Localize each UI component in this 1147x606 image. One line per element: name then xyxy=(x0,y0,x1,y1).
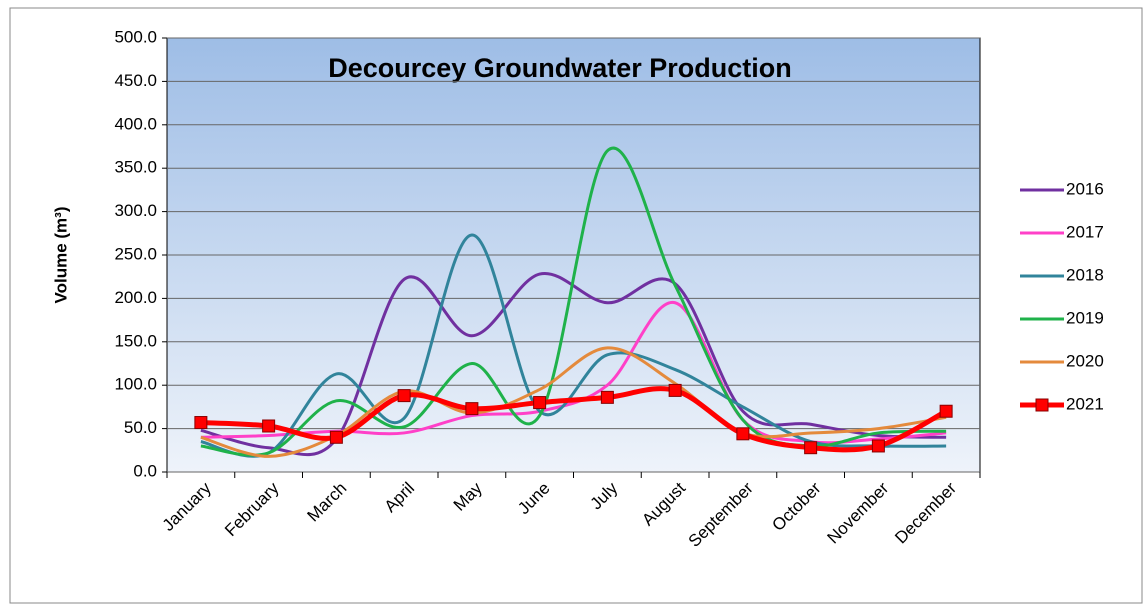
marker xyxy=(194,416,208,430)
legend-label: 2018 xyxy=(1066,265,1104,284)
y-tick-label: 50.0 xyxy=(124,418,157,437)
y-tick-label: 500.0 xyxy=(114,27,157,46)
legend-label: 2021 xyxy=(1066,394,1104,413)
marker xyxy=(939,404,953,418)
marker xyxy=(465,402,479,416)
y-tick-label: 150.0 xyxy=(114,331,157,350)
marker xyxy=(533,396,547,410)
marker xyxy=(397,389,411,403)
y-axis-label: Volume (m³) xyxy=(51,207,70,304)
marker xyxy=(668,383,682,397)
y-tick-label: 450.0 xyxy=(114,71,157,90)
marker xyxy=(329,430,343,444)
marker xyxy=(804,441,818,455)
y-tick-label: 200.0 xyxy=(114,288,157,307)
marker xyxy=(262,419,276,433)
y-tick-label: 100.0 xyxy=(114,375,157,394)
y-tick-label: 400.0 xyxy=(114,114,157,133)
legend-label: 2016 xyxy=(1066,179,1104,198)
legend-label: 2017 xyxy=(1066,222,1104,241)
y-tick-label: 250.0 xyxy=(114,244,157,263)
legend-label: 2020 xyxy=(1066,351,1104,370)
marker xyxy=(736,427,750,441)
y-tick-label: 300.0 xyxy=(114,201,157,220)
legend-marker xyxy=(1035,398,1049,412)
marker xyxy=(871,439,885,453)
marker xyxy=(600,390,614,404)
y-tick-label: 0.0 xyxy=(133,461,157,480)
y-tick-label: 350.0 xyxy=(114,158,157,177)
legend-label: 2019 xyxy=(1066,308,1104,327)
chart-title: Decourcey Groundwater Production xyxy=(328,53,792,83)
